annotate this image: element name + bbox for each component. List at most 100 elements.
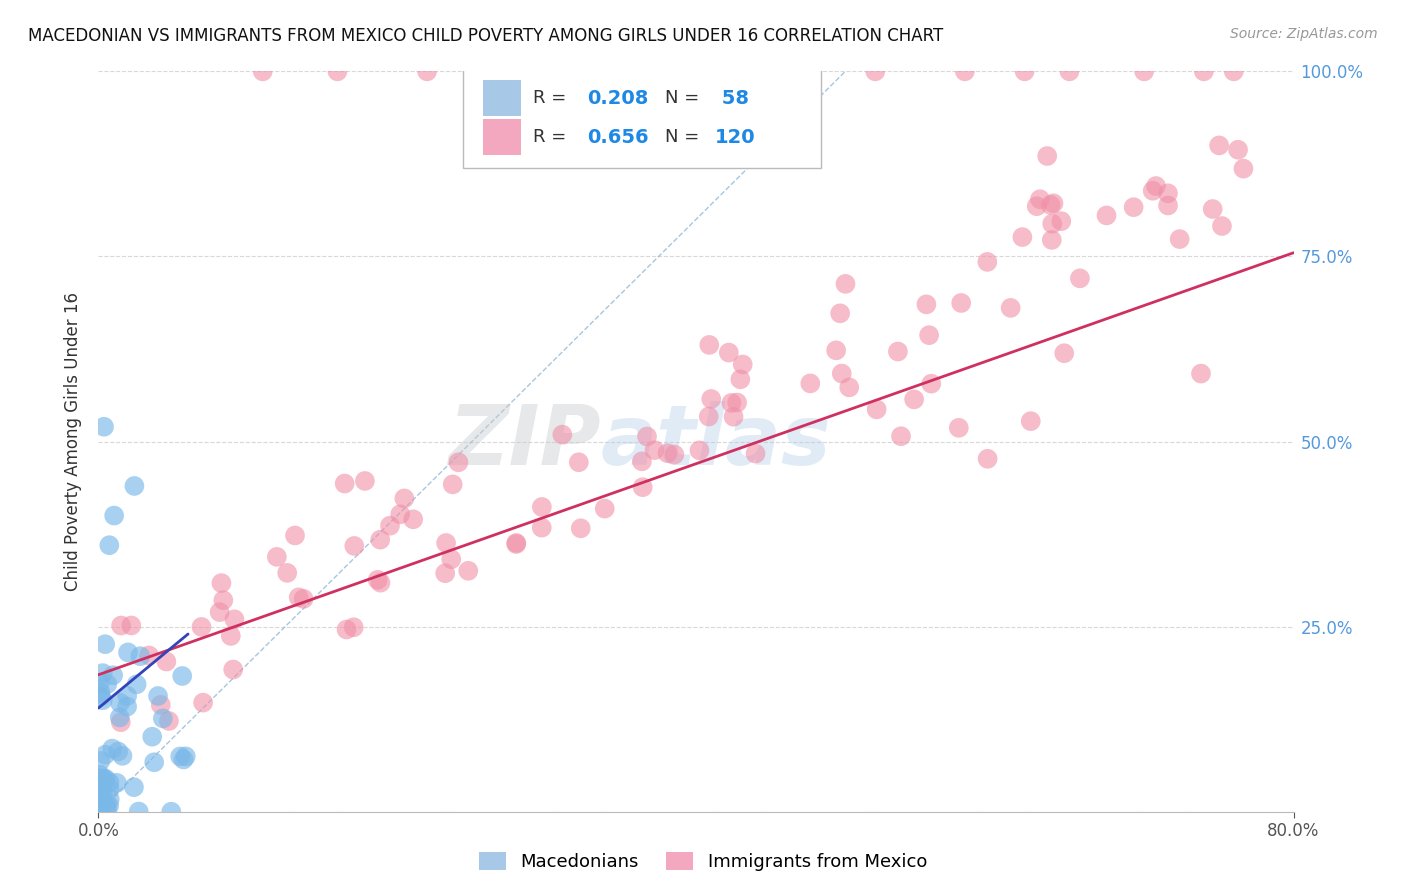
Point [831, 367, 853, 381]
Point [903, 392, 925, 407]
Point [1042, 196, 1064, 211]
Point [1157, 198, 1180, 212]
Point [887, 344, 910, 359]
Point [209, 576, 232, 591]
Point [191, 696, 214, 710]
Point [697, 409, 720, 424]
Point [122, 780, 145, 794]
Point [115, 699, 138, 714]
Point [440, 552, 463, 566]
Point [685, 64, 707, 78]
Point [1232, 161, 1254, 176]
Point [222, 663, 245, 677]
Point [551, 427, 574, 442]
Point [447, 455, 470, 469]
Point [91, 777, 114, 791]
Point [91, 789, 114, 803]
Legend: Macedonians, Immigrants from Mexico: Macedonians, Immigrants from Mexico [472, 845, 934, 879]
Point [825, 343, 848, 358]
Point [98, 538, 121, 552]
Text: N =: N = [665, 128, 704, 146]
Point [1189, 367, 1212, 381]
Point [89, 792, 111, 806]
Point [276, 566, 298, 580]
Point [111, 748, 134, 763]
Point [865, 402, 887, 417]
Text: N =: N = [665, 89, 704, 107]
Point [1029, 192, 1052, 206]
Point [219, 629, 242, 643]
Point [98, 792, 121, 806]
Point [367, 573, 389, 587]
Point [1142, 184, 1164, 198]
Point [152, 711, 174, 725]
Point [865, 64, 887, 78]
Point [723, 409, 745, 424]
Point [1040, 217, 1063, 231]
Text: MACEDONIAN VS IMMIGRANTS FROM MEXICO CHILD POVERTY AMONG GIRLS UNDER 16 CORRELAT: MACEDONIAN VS IMMIGRANTS FROM MEXICO CHI… [28, 27, 943, 45]
Point [799, 376, 821, 391]
Point [370, 575, 392, 590]
Point [128, 805, 150, 819]
Point [292, 591, 315, 606]
Text: R =: R = [533, 89, 572, 107]
Point [101, 668, 124, 682]
Point [1168, 232, 1191, 246]
Point [333, 476, 356, 491]
Point [569, 521, 592, 535]
Point [915, 297, 938, 311]
Point [1227, 143, 1250, 157]
Point [89, 754, 111, 768]
Point [631, 454, 654, 468]
Point [124, 479, 146, 493]
Point [90, 805, 112, 819]
Point [89, 805, 111, 819]
Point [224, 612, 246, 626]
Point [1059, 64, 1081, 78]
Text: 120: 120 [716, 128, 755, 147]
Point [129, 649, 152, 664]
Point [252, 64, 274, 78]
Point [664, 448, 686, 462]
Point [141, 730, 163, 744]
Point [91, 693, 114, 707]
Point [93, 772, 115, 786]
Point [505, 536, 527, 550]
Point [107, 744, 129, 758]
Point [284, 528, 307, 542]
Point [326, 64, 349, 78]
Point [950, 296, 973, 310]
Point [1069, 271, 1091, 285]
Point [830, 306, 852, 320]
Point [838, 380, 860, 394]
Point [953, 64, 976, 78]
Point [110, 715, 132, 730]
Text: 58: 58 [716, 88, 749, 108]
Text: ZIP: ZIP [447, 401, 600, 482]
Point [108, 710, 131, 724]
Point [1050, 214, 1073, 228]
Point [90, 781, 112, 796]
Point [1144, 179, 1167, 194]
Point [441, 477, 464, 491]
Point [90, 805, 112, 819]
Point [890, 429, 912, 443]
Point [1040, 233, 1063, 247]
Point [434, 536, 457, 550]
Point [657, 446, 679, 460]
Bar [484, 80, 522, 116]
Point [173, 752, 195, 766]
Point [717, 345, 740, 359]
Point [90, 780, 112, 795]
Point [568, 455, 591, 469]
Point [378, 518, 401, 533]
Point [108, 696, 131, 710]
Point [1039, 198, 1062, 212]
Point [1157, 186, 1180, 201]
Point [343, 620, 366, 634]
Point [1014, 64, 1036, 78]
Point [208, 605, 231, 619]
Point [172, 669, 194, 683]
Point [1223, 64, 1246, 78]
Point [1202, 202, 1225, 216]
